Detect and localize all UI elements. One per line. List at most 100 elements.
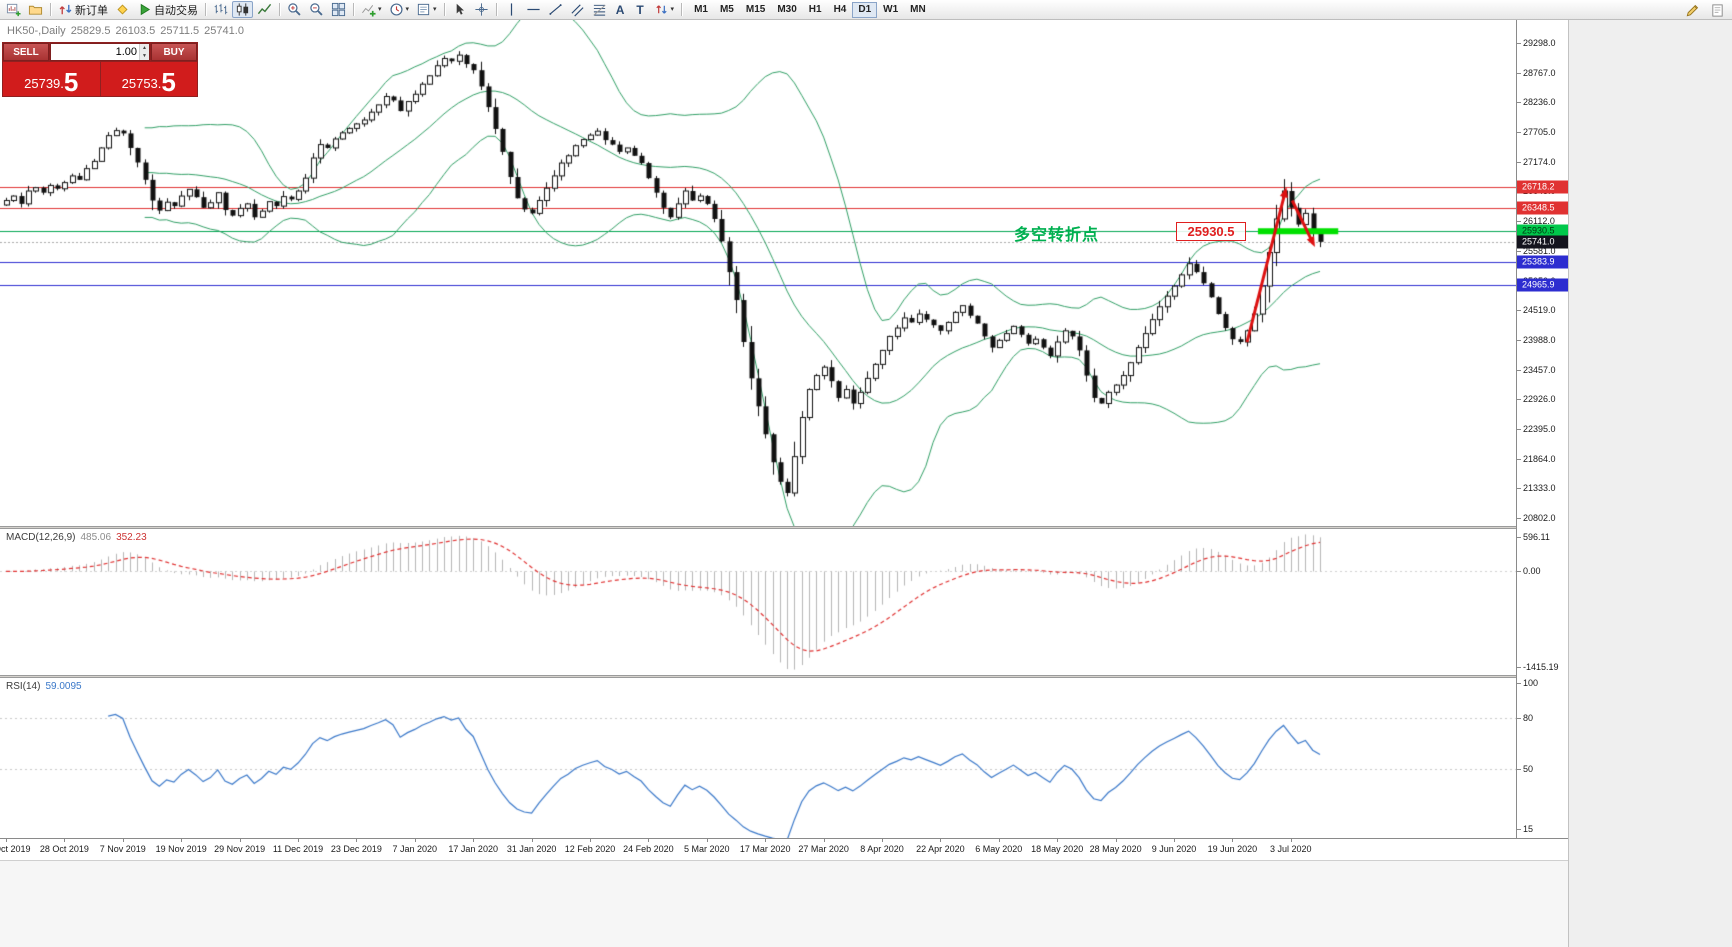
label-tool-icon: T	[636, 2, 644, 17]
new-chart-button[interactable]	[3, 1, 24, 18]
label-tool-button[interactable]: T	[631, 1, 650, 18]
price-axis-tick: 21333.0	[1517, 483, 1556, 494]
crosshair-button[interactable]	[471, 1, 492, 18]
buy-sell-arrows-icon	[59, 4, 72, 15]
price-line-label: 25930.5	[1517, 224, 1568, 238]
channel-button[interactable]	[567, 1, 588, 18]
date-label: 18 May 2020	[1031, 844, 1084, 854]
rsi-axis-tick: 50	[1517, 764, 1534, 775]
timeframe-w1[interactable]: W1	[877, 2, 904, 18]
buy-price[interactable]: 25753. 5	[100, 62, 197, 96]
main-price-panel	[0, 20, 1516, 526]
date-tick	[823, 839, 825, 842]
date-tick	[181, 839, 183, 842]
date-label: 23 Dec 2019	[330, 844, 382, 854]
chart-symbol-period: HK50-,Daily	[7, 25, 66, 37]
sell-price[interactable]: 25739. 5	[3, 62, 100, 96]
price-axis[interactable]: 29298.028767.028236.027705.027174.026643…	[1516, 20, 1568, 838]
sell-button[interactable]: SELL	[3, 43, 49, 61]
indicators-button[interactable]: ▾	[358, 1, 385, 18]
price-axis-tick: 22395.0	[1517, 424, 1556, 434]
zoom-out-button[interactable]	[306, 1, 327, 18]
diamond-icon	[117, 4, 128, 15]
tile-windows-button[interactable]	[328, 1, 349, 18]
template-icon	[417, 3, 430, 16]
fibonacci-button[interactable]	[589, 1, 610, 18]
timeframe-m5[interactable]: M5	[714, 2, 740, 18]
date-tick	[531, 839, 533, 842]
chart-ohlc-title: HK50-,Daily 25829.5 26103.5 25711.5 25741.0	[7, 25, 249, 37]
turning-point-label: 多空转折点	[1014, 227, 1100, 244]
profiles-button[interactable]	[25, 1, 46, 18]
timeframe-d1[interactable]: D1	[852, 1, 878, 18]
periods-button[interactable]: ▾	[386, 1, 413, 18]
date-tick	[590, 839, 591, 842]
zoom-in-button[interactable]	[284, 1, 305, 18]
template-button[interactable]: ▾	[413, 1, 440, 18]
price-axis-tick: 22926.0	[1517, 394, 1556, 405]
line-chart-button[interactable]	[254, 1, 275, 18]
price-line-label: 24965.9	[1517, 278, 1568, 292]
autotrading-label: 自动交易	[154, 4, 198, 17]
chart-low: 25711.5	[160, 25, 200, 37]
price-callout-box[interactable]: 25930.5	[1176, 222, 1246, 241]
memo-button[interactable]	[1707, 2, 1728, 19]
chevron-down-icon: ▾	[670, 6, 675, 13]
date-tick	[1057, 839, 1059, 842]
timeframe-h1[interactable]: H1	[803, 2, 828, 18]
panel-separator[interactable]	[0, 526, 1568, 529]
autotrading-button[interactable]: 自动交易	[134, 1, 201, 18]
bar-chart-button[interactable]	[210, 1, 231, 18]
time-axis[interactable]: 15 Oct 2019 28 Oct 2019 7 Nov 2019 19 Nov 2…	[0, 838, 1568, 860]
main-chart-canvas[interactable]	[0, 20, 1516, 526]
timeframe-m1[interactable]: M1	[688, 2, 714, 18]
vertical-line-icon	[510, 3, 512, 16]
workspace-right-area	[1568, 20, 1732, 947]
toolbar-separator	[681, 3, 683, 16]
cursor-button[interactable]	[449, 1, 470, 18]
volume-input[interactable]	[51, 44, 139, 60]
macd-value-main: 485.06	[80, 532, 112, 543]
cursor-icon	[456, 3, 464, 15]
channel-icon	[571, 4, 584, 17]
metaeditor-button[interactable]	[112, 1, 133, 18]
date-tick	[473, 839, 475, 842]
sell-price-main: 25739.	[24, 76, 64, 91]
timeframe-mn[interactable]: MN	[904, 2, 932, 18]
date-tick	[1174, 839, 1175, 842]
vertical-line-button[interactable]	[501, 1, 522, 18]
panel-separator[interactable]	[0, 675, 1568, 678]
price-axis-tick: 20802.0	[1517, 513, 1556, 524]
arrows-tool-button[interactable]: ▾	[651, 1, 678, 18]
timeframe-m30[interactable]: M30	[771, 2, 802, 18]
clock-icon	[389, 3, 403, 16]
new-order-label: 新订单	[75, 4, 108, 17]
rsi-axis-tick: 100	[1517, 678, 1539, 689]
macd-value-signal: 352.23	[116, 532, 147, 543]
workspace-bottom-area	[0, 860, 1568, 947]
zoom-in-icon	[288, 3, 301, 16]
timeframe-m15[interactable]: M15	[740, 2, 771, 18]
buy-button[interactable]: BUY	[151, 43, 197, 61]
chevron-down-icon: ▾	[405, 6, 410, 13]
date-label: 7 Jan 2020	[392, 844, 438, 854]
price-axis-tick: 29298.0	[1517, 37, 1556, 48]
date-tick	[706, 839, 708, 842]
macd-axis-min: -1415.19	[1517, 662, 1559, 672]
candlestick-chart-button[interactable]	[232, 1, 253, 18]
rsi-canvas[interactable]	[0, 678, 1516, 838]
date-label: 28 Oct 2019	[39, 844, 89, 854]
spin-down-icon[interactable]: ▼	[140, 52, 149, 60]
date-label: 12 Feb 2020	[564, 844, 616, 854]
chart-window: HK50-,Daily 25829.5 26103.5 25711.5 25741.0 …	[0, 20, 1568, 860]
spin-up-icon[interactable]: ▲	[140, 44, 149, 52]
chart-open: 25829.5	[70, 25, 111, 37]
trendline-button[interactable]	[545, 1, 566, 18]
toolbar-separator	[50, 3, 51, 16]
text-tool-button[interactable]: A	[611, 1, 630, 18]
new-order-button[interactable]: 新订单	[55, 1, 111, 18]
timeframe-h4[interactable]: H4	[828, 2, 853, 18]
pencil-button[interactable]	[1682, 2, 1703, 19]
horizontal-line-button[interactable]	[523, 1, 544, 18]
macd-canvas[interactable]	[0, 529, 1516, 675]
